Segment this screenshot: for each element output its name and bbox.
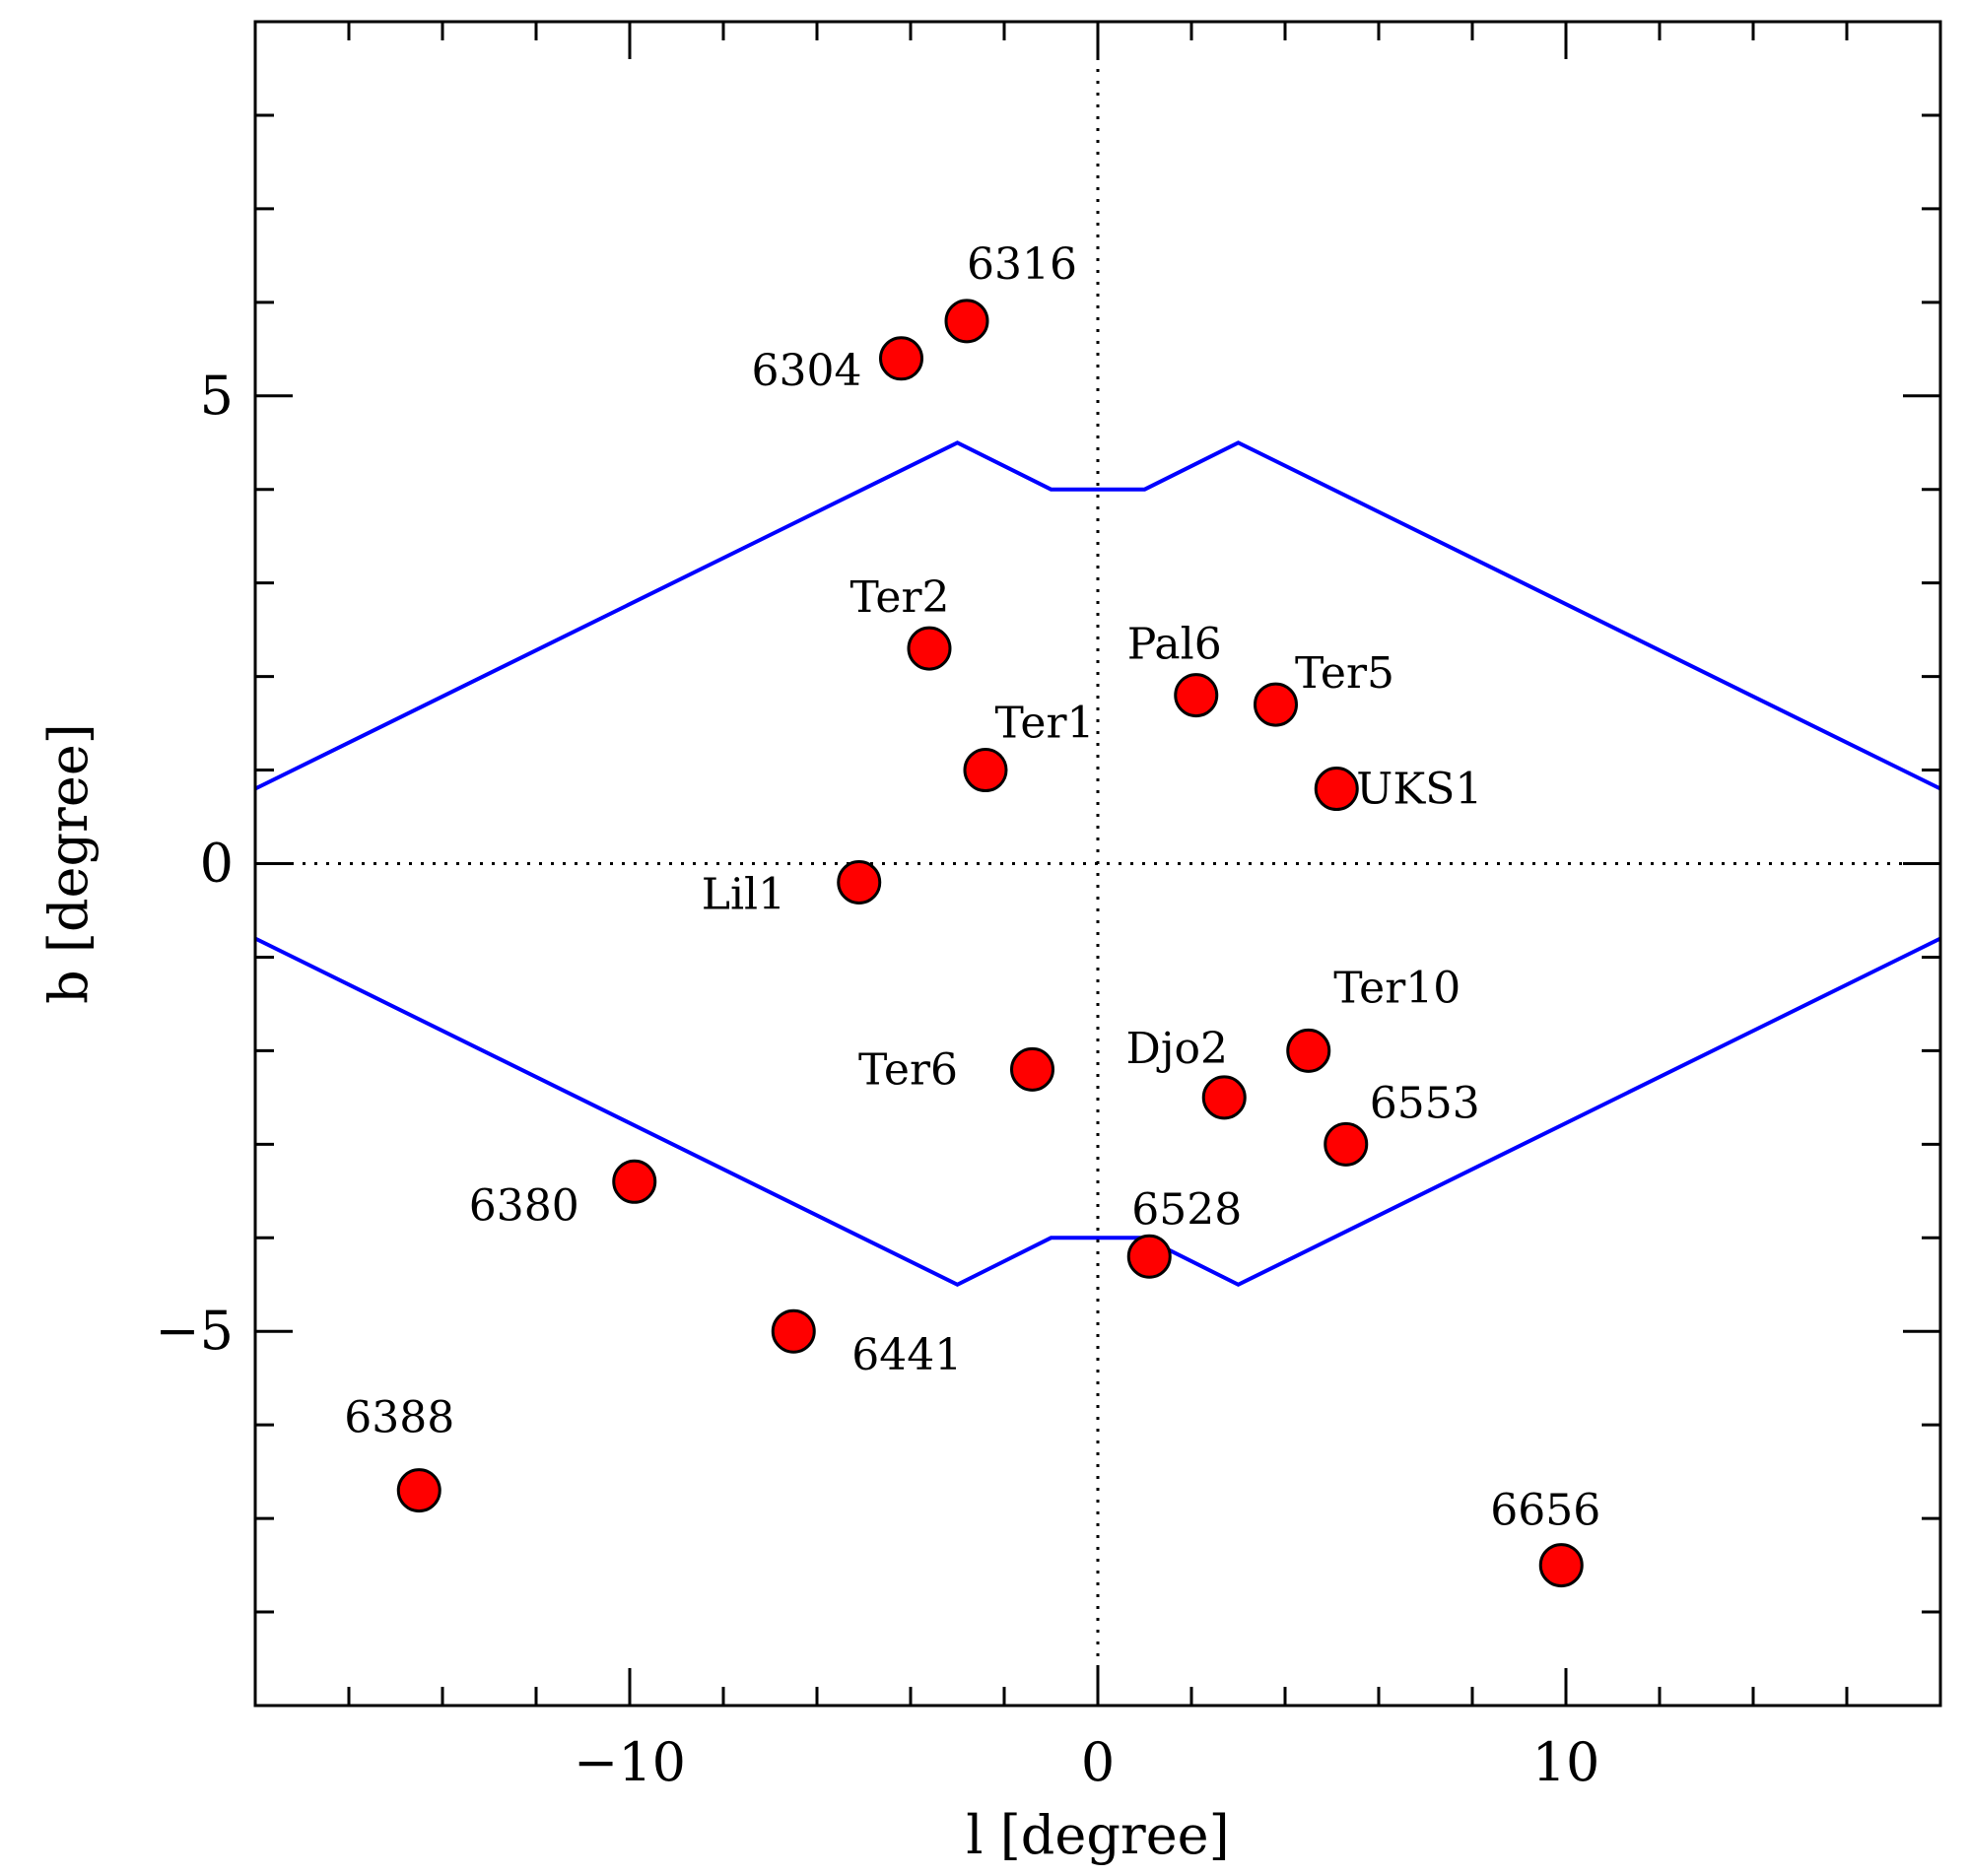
point-label-6553: 6553: [1370, 1078, 1480, 1128]
point-label-6528: 6528: [1131, 1184, 1242, 1235]
axis-ticks: [255, 22, 1940, 1706]
data-point-6380: [612, 1159, 657, 1204]
data-point-6528: [1126, 1234, 1172, 1279]
point-label-lil1: Lil1: [702, 869, 785, 919]
point-label-ter1: Ter1: [995, 699, 1095, 749]
point-label-6380: 6380: [469, 1180, 579, 1231]
x-tick-label: 0: [1081, 1731, 1115, 1793]
point-label-ter6: Ter6: [858, 1044, 958, 1095]
data-points: 6316 6304 Ter2 Pal6 Ter5 Ter1 UKS1 Lil1 Ter10 Ter…: [344, 239, 1600, 1588]
point-label-6656: 6656: [1490, 1486, 1600, 1536]
data-point-ter6: [1010, 1046, 1054, 1092]
x-axis-label: l [degree]: [966, 1804, 1229, 1866]
upper-boundary-line: [254, 440, 1941, 791]
data-point-lil1: [837, 859, 882, 904]
data-point-6553: [1324, 1121, 1369, 1167]
point-label-6316: 6316: [967, 239, 1077, 290]
data-point-6388: [396, 1468, 441, 1513]
data-point-ter2: [907, 626, 952, 671]
point-label-ter5: Ter5: [1295, 648, 1394, 699]
data-point-ter1: [963, 748, 1008, 793]
plot-frame: [253, 20, 1942, 1708]
y-tick-label: 0: [200, 833, 234, 895]
data-point-6316: [944, 299, 989, 344]
point-label-6388: 6388: [344, 1393, 454, 1443]
y-tick-label: 5: [200, 365, 234, 427]
point-label-ter10: Ter10: [1333, 963, 1460, 1013]
point-label-ter2: Ter2: [850, 572, 950, 623]
point-label-pal6: Pal6: [1127, 620, 1222, 670]
tick-labels: −10 0 10 −5 0 5: [155, 365, 1599, 1793]
point-label-uks1: UKS1: [1356, 765, 1482, 815]
zero-lines: [255, 22, 1940, 1706]
data-point-uks1: [1314, 767, 1359, 812]
data-point-6656: [1538, 1543, 1584, 1588]
y-axis-label: b [degree]: [37, 723, 100, 1004]
data-point-ter5: [1254, 682, 1298, 727]
x-tick-label: −10: [574, 1731, 686, 1793]
data-point-pal6: [1174, 673, 1219, 718]
boundary-lines: [254, 440, 1941, 1288]
y-tick-label: −5: [155, 1300, 234, 1362]
point-label-6304: 6304: [752, 346, 862, 396]
point-label-djo2: Djo2: [1126, 1024, 1228, 1074]
x-tick-label: 10: [1532, 1731, 1600, 1793]
lower-boundary-line: [254, 936, 1941, 1288]
data-point-ter10: [1286, 1028, 1331, 1073]
data-point-djo2: [1201, 1075, 1247, 1120]
data-point-6304: [879, 336, 923, 381]
data-point-6441: [771, 1308, 816, 1354]
point-label-6441: 6441: [851, 1330, 962, 1380]
